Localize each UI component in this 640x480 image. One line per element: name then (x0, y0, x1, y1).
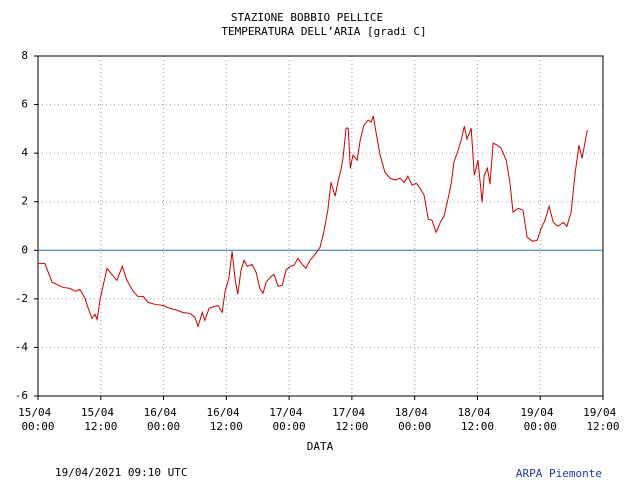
x-axis-label: DATA (307, 440, 334, 453)
x-tick-label: 15/04 00:00 (18, 406, 58, 433)
x-tick-label: 18/04 12:00 (458, 406, 498, 433)
chart-subtitle: TEMPERATURA DELL’ARIA [gradi C] (221, 25, 426, 38)
x-tick-label: 19/04 12:00 (583, 406, 623, 433)
y-tick-label: 0 (21, 243, 28, 256)
x-tick-label: 19/04 00:00 (520, 406, 560, 433)
y-tick-label: 6 (21, 98, 28, 111)
x-tick-label: 15/04 12:00 (81, 406, 121, 433)
plot-frame (37, 55, 604, 397)
footer-timestamp: 19/04/2021 09:10 UTC (55, 466, 187, 479)
footer-credit: ARPA Piemonte (516, 467, 602, 480)
x-tick-label: 16/04 12:00 (206, 406, 246, 433)
data-line (38, 115, 588, 328)
x-tick-label: 17/04 00:00 (269, 406, 309, 433)
y-tick-label: 2 (21, 195, 28, 208)
y-tick-label: -2 (15, 292, 28, 305)
chart-title: STAZIONE BOBBIO PELLICE (231, 11, 383, 24)
y-tick-label: -4 (15, 340, 29, 353)
y-tick-label: -6 (15, 389, 28, 402)
x-tick-label: 16/04 00:00 (144, 406, 184, 433)
y-tick-label: 8 (21, 49, 28, 62)
x-tick-label: 18/04 00:00 (395, 406, 435, 433)
x-tick-label: 17/04 12:00 (332, 406, 372, 433)
y-tick-label: 4 (21, 146, 28, 159)
